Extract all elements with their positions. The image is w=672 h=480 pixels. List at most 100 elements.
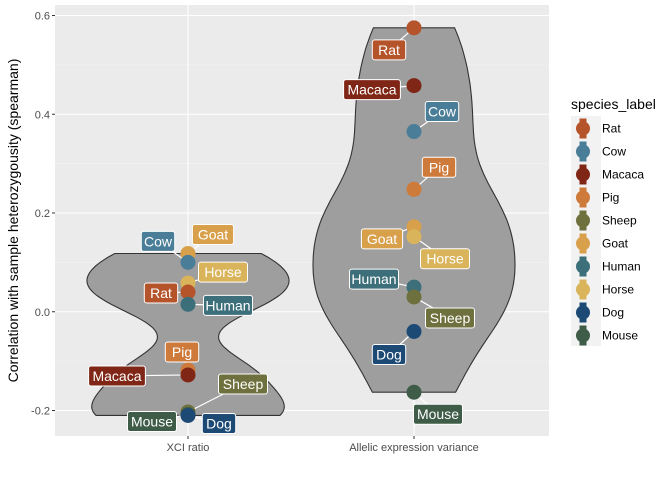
point-label-text: Sheep xyxy=(430,310,471,326)
y-axis-title: Correlation with sample heterozygousity … xyxy=(5,59,21,383)
legend-item-goat: Goat xyxy=(576,233,629,254)
point-label-box xyxy=(421,156,457,178)
point-label-text: Goat xyxy=(198,226,228,242)
y-axis: -0.2 0.0 0.2 0.4 0.6 xyxy=(31,11,55,418)
point-label-box xyxy=(201,412,237,434)
point-label-text: Goat xyxy=(367,231,397,247)
point-label: Mouse xyxy=(413,403,463,425)
point-label-box xyxy=(198,261,248,283)
point-label: Pig xyxy=(164,341,200,363)
point-label-box xyxy=(191,223,235,245)
legend-label: Macaca xyxy=(602,168,644,182)
point-label: Sheep xyxy=(218,373,268,395)
point-label-text: Mouse xyxy=(131,413,173,429)
point-label: Goat xyxy=(191,223,235,245)
point-label: Horse xyxy=(198,261,248,283)
point-label-box xyxy=(349,268,399,290)
legend-key-dot xyxy=(576,305,590,320)
legend-item-sheep: Sheep xyxy=(576,210,637,231)
legend-item-horse: Horse xyxy=(576,279,634,300)
data-point-mouse xyxy=(406,384,422,400)
data-point-horse xyxy=(406,229,422,245)
data-point-dog xyxy=(180,407,196,423)
point-labels: Goat Cow Horse Rat Human Pig Macaca Sheep Mouse D… xyxy=(88,39,475,434)
point-label-box xyxy=(360,228,404,250)
point-label-text: Pig xyxy=(429,159,449,175)
legend-title: species_label xyxy=(571,96,656,112)
point-label-text: Horse xyxy=(204,264,242,280)
y-tick-label: -0.2 xyxy=(31,406,50,418)
legend-key-dot xyxy=(576,328,590,343)
point-label-text: Dog xyxy=(206,415,232,431)
legend-label: Horse xyxy=(602,283,634,297)
point-label: Sheep xyxy=(425,307,475,329)
point-label: Dog xyxy=(371,344,407,365)
point-label-text: Cow xyxy=(144,233,173,249)
y-tick-label: 0.6 xyxy=(35,11,50,23)
data-points xyxy=(180,20,422,423)
point-label: Mouse xyxy=(127,410,177,432)
x-tick-label: XCI ratio xyxy=(167,442,210,454)
x-axis: XCI ratio Allelic expression variance xyxy=(167,436,479,454)
legend-label: Goat xyxy=(602,237,629,251)
legend-item-cow: Cow xyxy=(576,141,626,162)
point-label-box xyxy=(127,410,177,432)
data-point-rat xyxy=(180,284,196,300)
data-point-cow xyxy=(406,124,422,140)
point-label: Goat xyxy=(360,228,404,250)
legend-label: Dog xyxy=(602,306,624,320)
y-tick-label: 0.4 xyxy=(35,109,50,121)
point-label-box xyxy=(424,101,460,123)
point-label-box xyxy=(343,79,401,101)
point-label-text: Mouse xyxy=(417,406,459,422)
legend-key-dot xyxy=(576,259,590,274)
point-label-box xyxy=(203,294,253,316)
point-label: Rat xyxy=(371,39,407,61)
point-label: Human xyxy=(203,294,253,316)
data-point-cow xyxy=(180,254,196,270)
point-label-box xyxy=(164,341,200,363)
legend-key-dot xyxy=(576,236,590,251)
legend-item-pig: Pig xyxy=(576,187,619,208)
legend-item-human: Human xyxy=(576,256,641,277)
point-label: Human xyxy=(349,268,399,290)
legend-key-dot xyxy=(576,121,590,136)
point-label-text: Macaca xyxy=(92,368,141,384)
point-label-text: Pig xyxy=(172,344,192,360)
x-tick-label: Allelic expression variance xyxy=(349,442,479,454)
point-label-text: Human xyxy=(351,271,396,287)
legend-key-dot xyxy=(576,190,590,205)
y-tick-label: 0.2 xyxy=(35,208,50,220)
point-label: Macaca xyxy=(343,79,401,101)
point-label: Dog xyxy=(201,412,237,434)
point-label: Cow xyxy=(424,101,460,123)
point-label-box xyxy=(425,307,475,329)
point-label-text: Macaca xyxy=(347,82,396,98)
legend-label: Human xyxy=(602,260,641,274)
point-label-box xyxy=(88,365,146,387)
legend-label: Pig xyxy=(602,191,619,205)
point-label: Horse xyxy=(420,248,470,270)
data-point-dog xyxy=(406,324,422,339)
y-tick-label: 0.0 xyxy=(35,307,50,319)
legend-key-dot xyxy=(576,144,590,159)
point-label-text: Rat xyxy=(150,285,172,301)
legend: species_label Rat Cow Macaca Pig Sheep Goat Hu… xyxy=(571,96,656,346)
legend-key-dot xyxy=(576,282,590,297)
point-label: Rat xyxy=(143,282,179,304)
legend-label: Mouse xyxy=(602,329,638,343)
point-label-box xyxy=(413,403,463,425)
point-label-box xyxy=(371,39,407,61)
point-label-box xyxy=(143,282,179,304)
legend-key-dot xyxy=(576,167,590,182)
point-label-text: Cow xyxy=(428,104,457,120)
point-label: Cow xyxy=(140,230,176,252)
point-label-box xyxy=(420,248,470,270)
point-label-box xyxy=(371,344,407,365)
violin-1 xyxy=(312,27,516,393)
data-point-macaca xyxy=(406,78,422,94)
point-label-text: Rat xyxy=(378,42,400,58)
point-label-text: Human xyxy=(205,297,250,313)
legend-label: Cow xyxy=(602,145,626,159)
